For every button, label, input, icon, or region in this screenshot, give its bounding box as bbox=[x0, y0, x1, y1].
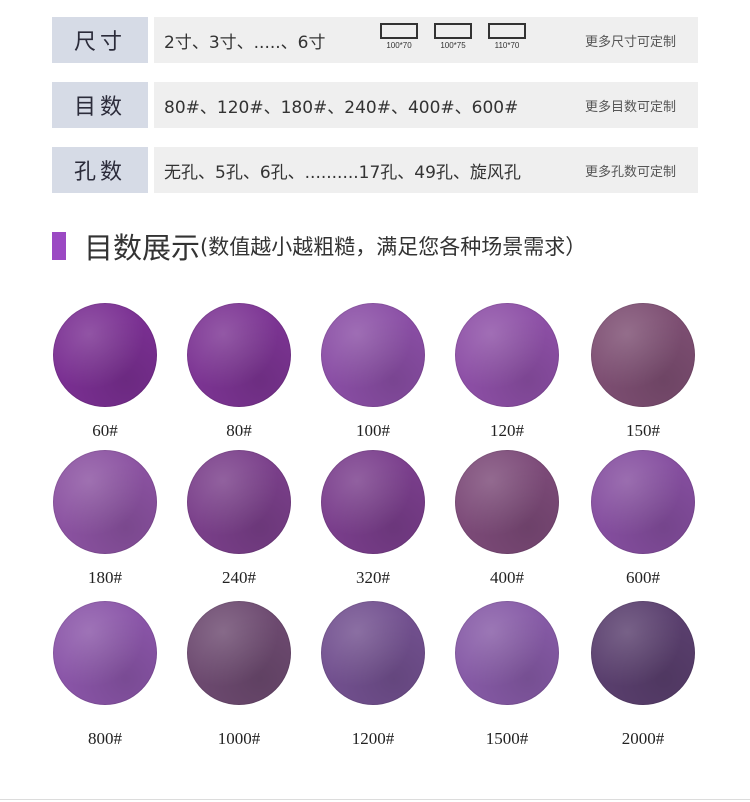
bottom-divider bbox=[0, 799, 750, 800]
grit-swatch: 600# bbox=[589, 450, 697, 588]
sanding-disc-image bbox=[591, 450, 695, 554]
sanding-disc-image bbox=[321, 303, 425, 407]
grit-label: 1500# bbox=[485, 729, 529, 748]
spec-values-size: 2寸、3寸、.....、6寸 bbox=[164, 32, 326, 53]
grit-swatch: 100# bbox=[319, 303, 427, 441]
spec-label-grit: 目数 bbox=[52, 82, 148, 128]
grit-swatch: 180# bbox=[51, 450, 159, 588]
grit-label: 800# bbox=[88, 729, 122, 748]
grit-label: 150# bbox=[626, 421, 660, 440]
sanding-disc-image bbox=[53, 450, 157, 554]
spec-note-size: 更多尺寸可定制 bbox=[584, 34, 676, 50]
sanding-disc-image bbox=[455, 450, 559, 554]
size-box-2: 100*75 bbox=[432, 23, 474, 50]
spec-note-grit: 更多目数可定制 bbox=[584, 99, 676, 115]
size-box-1: 100*70 bbox=[378, 23, 420, 50]
section-title-subtitle: (数值越小越粗糙，满足您各种场景需求） bbox=[200, 235, 587, 259]
size-box-caption: 110*70 bbox=[494, 41, 520, 50]
sanding-disc-image bbox=[321, 450, 425, 554]
spec-row-size: 尺寸 2寸、3寸、.....、6寸 100*70 100*75 110*70 更… bbox=[52, 17, 698, 63]
grit-swatch: 320# bbox=[319, 450, 427, 588]
spec-values-holes: 无孔、5孔、6孔、..........17孔、49孔、旋风孔 bbox=[164, 162, 521, 183]
size-box-caption: 100*75 bbox=[440, 41, 466, 50]
spec-body-size: 2寸、3寸、.....、6寸 100*70 100*75 110*70 更多尺寸… bbox=[154, 17, 698, 63]
grit-label: 80# bbox=[226, 421, 252, 440]
spec-row-holes: 孔数 无孔、5孔、6孔、..........17孔、49孔、旋风孔 更多孔数可定… bbox=[52, 147, 698, 193]
section-title: 目数展示 (数值越小越粗糙，满足您各种场景需求） bbox=[52, 226, 586, 266]
sanding-disc-image bbox=[591, 601, 695, 705]
grit-label: 100# bbox=[356, 421, 390, 440]
grit-swatch: 400# bbox=[453, 450, 561, 588]
grit-label: 240# bbox=[222, 568, 256, 587]
sanding-disc-image bbox=[53, 601, 157, 705]
spec-body-grit: 80#、120#、180#、240#、400#、600# 更多目数可定制 bbox=[154, 82, 698, 128]
grit-swatch: 1200# bbox=[319, 601, 427, 749]
sanding-disc-image bbox=[187, 450, 291, 554]
grit-label: 400# bbox=[490, 568, 524, 587]
spec-row-grit: 目数 80#、120#、180#、240#、400#、600# 更多目数可定制 bbox=[52, 82, 698, 128]
section-accent-bar bbox=[52, 232, 66, 260]
grit-label: 320# bbox=[356, 568, 390, 587]
grit-swatch: 150# bbox=[589, 303, 697, 441]
sanding-disc-image bbox=[53, 303, 157, 407]
grit-label: 180# bbox=[88, 568, 122, 587]
sanding-disc-image bbox=[187, 601, 291, 705]
grit-swatch: 60# bbox=[51, 303, 159, 441]
spec-values-grit: 80#、120#、180#、240#、400#、600# bbox=[164, 97, 519, 118]
spec-label-holes: 孔数 bbox=[52, 147, 148, 193]
grit-label: 60# bbox=[92, 421, 118, 440]
size-rect-icon bbox=[380, 23, 418, 39]
grit-label: 1000# bbox=[217, 729, 261, 748]
spec-body-holes: 无孔、5孔、6孔、..........17孔、49孔、旋风孔 更多孔数可定制 bbox=[154, 147, 698, 193]
sanding-disc-image bbox=[187, 303, 291, 407]
size-rect-icon bbox=[434, 23, 472, 39]
sanding-disc-image bbox=[455, 601, 559, 705]
spec-label-size: 尺寸 bbox=[52, 17, 148, 63]
sanding-disc-image bbox=[321, 601, 425, 705]
size-box-3: 110*70 bbox=[486, 23, 528, 50]
grit-label: 600# bbox=[626, 568, 660, 587]
grit-label: 1200# bbox=[351, 729, 395, 748]
size-box-caption: 100*70 bbox=[386, 41, 412, 50]
sanding-disc-image bbox=[591, 303, 695, 407]
size-rect-icon bbox=[488, 23, 526, 39]
grit-swatch: 2000# bbox=[589, 601, 697, 749]
grit-swatch: 800# bbox=[51, 601, 159, 749]
grit-swatch: 1500# bbox=[453, 601, 561, 749]
sanding-disc-image bbox=[455, 303, 559, 407]
grit-swatch: 120# bbox=[453, 303, 561, 441]
grit-label: 120# bbox=[490, 421, 524, 440]
grit-swatch: 1000# bbox=[185, 601, 293, 749]
grit-swatch: 240# bbox=[185, 450, 293, 588]
grit-swatch: 80# bbox=[185, 303, 293, 441]
section-title-main: 目数展示 bbox=[84, 231, 201, 265]
spec-note-holes: 更多孔数可定制 bbox=[584, 164, 676, 180]
grit-label: 2000# bbox=[621, 729, 665, 748]
